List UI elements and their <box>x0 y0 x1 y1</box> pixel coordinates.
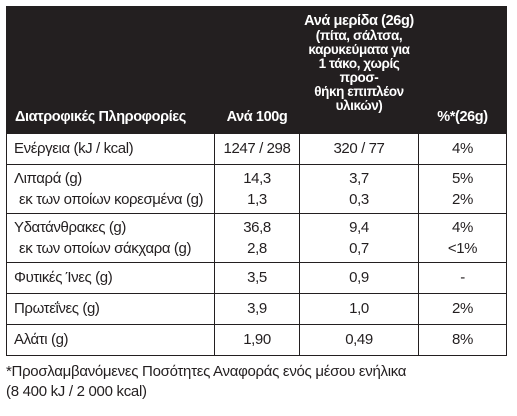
nutrient-subname: εκ των οποίων κορεσμένα (g) <box>19 191 204 208</box>
per-100g-value: 3,5 <box>247 269 267 286</box>
per-serving-value: 0,49 <box>345 331 373 348</box>
table-row: Υδατάνθρακες (g) εκ των οποίων σάκχαρα (… <box>6 213 507 263</box>
percent-cell: 4% <box>418 133 507 165</box>
per-100g-cell: 1,90 <box>214 324 300 356</box>
percent-value: - <box>460 269 465 286</box>
nutrition-table-container: Διατροφικές Πληροφορίες Ανά 100g Ανά μερ… <box>6 6 507 356</box>
per-serving-cell: 320 / 77 <box>299 133 419 165</box>
percent-value: 5% <box>452 170 473 187</box>
per-100g-cell: 3,9 <box>214 293 300 325</box>
nutrient-name: Πρωτεΐνες (g) <box>14 300 100 317</box>
percent-cell: 5% 2% <box>418 164 507 214</box>
per-serving-value: 9,4 <box>349 219 369 236</box>
footnote-line-2: (8 400 kJ / 2 000 kcal) <box>6 383 147 400</box>
percent-cell: - <box>418 262 507 294</box>
per-100g-value: 1,90 <box>243 331 271 348</box>
per-100g-value: 1,3 <box>247 191 267 208</box>
nutrient-name-cell: Πρωτεΐνες (g) <box>6 293 215 325</box>
header-reference-intake-percent: %*(26g) <box>418 6 507 134</box>
percent-value: 4% <box>452 140 473 157</box>
nutrient-name: Αλάτι (g) <box>14 331 69 348</box>
table-row: Αλάτι (g) 1,90 0,49 8% <box>6 324 507 356</box>
per-serving-cell: 0,49 <box>299 324 419 356</box>
percent-value: <1% <box>447 240 478 257</box>
nutrient-subname: εκ των οποίων σάκχαρα (g) <box>19 240 192 257</box>
nutrient-name-cell: Λιπαρά (g) εκ των οποίων κορεσμένα (g) <box>6 164 215 214</box>
per-serving-value: 1,0 <box>349 300 369 317</box>
table-row: Φυτικές Ίνες (g) 3,5 0,9 - <box>6 262 507 294</box>
per-serving-value: 3,7 <box>349 170 369 187</box>
per-100g-value: 14,3 <box>243 170 271 187</box>
nutrient-name-cell: Ενέργεια (kJ / kcal) <box>6 133 215 165</box>
nutrient-name: Ενέργεια (kJ / kcal) <box>14 140 134 157</box>
per-serving-value: 0,7 <box>349 240 369 257</box>
percent-value: 2% <box>452 191 473 208</box>
per-serving-cell: 0,9 <box>299 262 419 294</box>
table-row: Ενέργεια (kJ / kcal) 1247 / 298 320 / 77… <box>6 133 507 165</box>
nutrient-name: Λιπαρά (g) <box>14 170 82 187</box>
header-per-serving-description: (πίτα, σάλτσα, καρυκεύματα για 1 τάκο, χ… <box>308 28 410 113</box>
percent-value: 2% <box>452 300 473 317</box>
per-100g-value: 36,8 <box>243 219 271 236</box>
per-100g-cell: 1247 / 298 <box>214 133 300 165</box>
per-100g-cell: 3,5 <box>214 262 300 294</box>
nutrient-name-cell: Αλάτι (g) <box>6 324 215 356</box>
nutrition-table: Διατροφικές Πληροφορίες Ανά 100g Ανά μερ… <box>6 6 507 356</box>
nutrient-name: Φυτικές Ίνες (g) <box>14 269 113 286</box>
per-serving-cell: 9,4 0,7 <box>299 213 419 263</box>
header-nutrition-info: Διατροφικές Πληροφορίες <box>6 6 215 134</box>
footnote-line-1: *Προσλαμβανόμενες Ποσότητες Αναφοράς ενό… <box>6 363 407 380</box>
per-100g-value: 1247 / 298 <box>223 140 291 157</box>
percent-cell: 8% <box>418 324 507 356</box>
percent-value: 8% <box>452 331 473 348</box>
percent-cell: 2% <box>418 293 507 325</box>
per-100g-cell: 36,8 2,8 <box>214 213 300 263</box>
header-per-serving: Ανά μερίδα (26g) (πίτα, σάλτσα, καρυκεύμ… <box>299 6 419 134</box>
per-100g-cell: 14,3 1,3 <box>214 164 300 214</box>
per-100g-value: 3,9 <box>247 300 267 317</box>
reference-intake-footnote: *Προσλαμβανόμενες Ποσότητες Αναφοράς ενό… <box>6 362 511 402</box>
nutrient-name-cell: Φυτικές Ίνες (g) <box>6 262 215 294</box>
nutrient-name-cell: Υδατάνθρακες (g) εκ των οποίων σάκχαρα (… <box>6 213 215 263</box>
percent-value: 4% <box>452 219 473 236</box>
per-serving-value: 0,9 <box>349 269 369 286</box>
table-row: Πρωτεΐνες (g) 3,9 1,0 2% <box>6 293 507 325</box>
nutrient-name: Υδατάνθρακες (g) <box>14 219 126 236</box>
per-serving-cell: 1,0 <box>299 293 419 325</box>
header-per-serving-title: Ανά μερίδα (26g) <box>304 13 414 29</box>
per-serving-value: 0,3 <box>349 191 369 208</box>
percent-cell: 4% <1% <box>418 213 507 263</box>
nutrition-table-body: Ενέργεια (kJ / kcal) 1247 / 298 320 / 77… <box>6 133 507 356</box>
nutrition-table-header: Διατροφικές Πληροφορίες Ανά 100g Ανά μερ… <box>6 6 507 134</box>
per-serving-cell: 3,7 0,3 <box>299 164 419 214</box>
header-per-100g: Ανά 100g <box>214 6 300 134</box>
per-serving-value: 320 / 77 <box>333 140 385 157</box>
per-100g-value: 2,8 <box>247 240 267 257</box>
table-row: Λιπαρά (g) εκ των οποίων κορεσμένα (g) 1… <box>6 164 507 214</box>
